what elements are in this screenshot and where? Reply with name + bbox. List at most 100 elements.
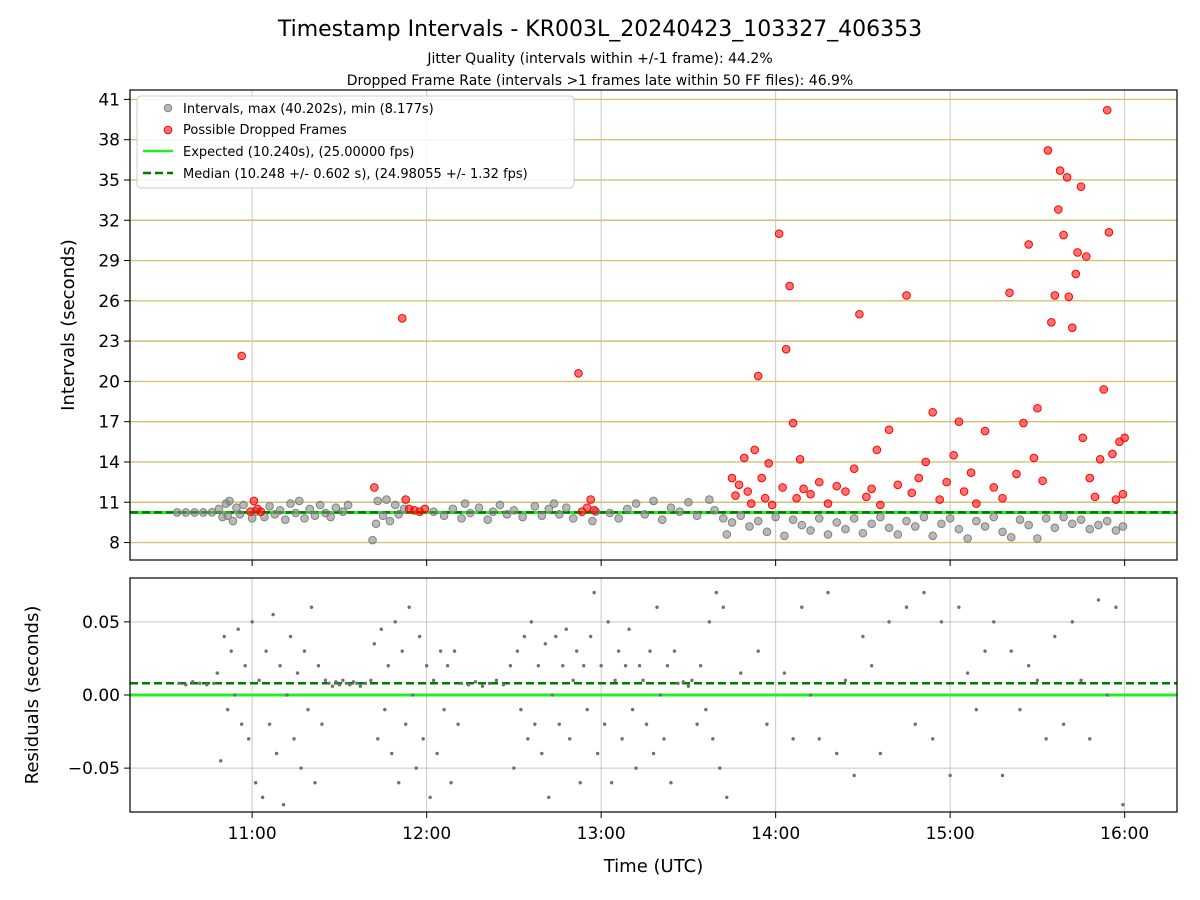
interval-point-89 xyxy=(814,514,824,523)
residual-point-93 xyxy=(547,795,551,800)
interval-point-35 xyxy=(373,496,383,506)
interval-point-98 xyxy=(893,530,903,539)
dropped-point-6 xyxy=(397,313,407,323)
residual-point-107 xyxy=(595,751,600,756)
residual-point-136 xyxy=(704,707,708,712)
residual-point-46 xyxy=(355,681,359,685)
residual-point-157 xyxy=(878,751,883,756)
dropped-point-20 xyxy=(739,453,749,463)
residual-point-175 xyxy=(1044,737,1048,741)
dropped-point-5 xyxy=(370,483,379,492)
dropped-point-90 xyxy=(1102,105,1112,115)
interval-point-74 xyxy=(692,511,702,520)
residual-point-26 xyxy=(285,693,289,697)
x-tick-label-1400: 14:00 xyxy=(751,824,800,844)
dropped-point-87 xyxy=(1090,492,1100,502)
dropped-point-34 xyxy=(792,493,801,503)
dropped-point-50 xyxy=(902,291,911,300)
dropped-point-1 xyxy=(246,507,255,516)
dropped-point-67 xyxy=(1019,418,1028,428)
residual-point-73 xyxy=(452,649,457,653)
interval-point-119 xyxy=(1076,515,1086,525)
interval-point-45 xyxy=(457,514,466,523)
dropped-point-61 xyxy=(972,499,981,508)
dropped-point-57 xyxy=(949,450,958,460)
legend-box xyxy=(136,95,575,189)
interval-point-122 xyxy=(1102,516,1112,526)
residual-point-20 xyxy=(264,649,268,653)
residual-point-179 xyxy=(1079,678,1083,683)
interval-point-70 xyxy=(657,515,667,525)
residual-point-146 xyxy=(782,671,787,675)
interval-point-76 xyxy=(710,506,719,515)
interval-point-101 xyxy=(919,512,929,522)
residual-point-92 xyxy=(543,642,548,646)
residual-point-125 xyxy=(658,693,663,697)
residuals-y-axis-label: Residuals (seconds) xyxy=(22,606,43,785)
interval-point-61 xyxy=(568,514,578,523)
dropped-point-16 xyxy=(589,506,599,515)
dropped-point-22 xyxy=(746,499,756,508)
residual-point-131 xyxy=(681,680,685,684)
dropped-point-27 xyxy=(764,459,773,468)
interval-point-43 xyxy=(439,511,449,520)
interval-point-19 xyxy=(275,506,285,515)
intervals-ticks: 8 11 14 17 20 23 26 29 32 35 38 41 xyxy=(98,90,1126,566)
dropped-point-44 xyxy=(862,492,871,502)
interval-point-34 xyxy=(371,519,381,529)
residual-point-51 xyxy=(376,737,380,741)
dropped-point-62 xyxy=(980,426,990,436)
x-tick-label-1600: 16:00 xyxy=(1100,824,1149,844)
interval-point-1 xyxy=(181,508,191,517)
residual-point-163 xyxy=(939,620,944,624)
interval-point-114 xyxy=(1033,534,1042,543)
interval-point-53 xyxy=(509,506,519,515)
residual-point-77 xyxy=(473,680,478,684)
residual-point-3 xyxy=(198,681,202,685)
dropped-point-51 xyxy=(907,488,917,498)
intervals-ytick-label-35: 35 xyxy=(98,171,120,191)
residual-point-25 xyxy=(281,802,286,807)
residual-point-164 xyxy=(948,773,952,778)
residual-markers xyxy=(177,590,1125,807)
dropped-point-59 xyxy=(959,487,969,496)
interval-point-2 xyxy=(190,508,199,517)
residual-point-59 xyxy=(404,722,408,726)
dropped-point-45 xyxy=(867,484,876,494)
interval-point-90 xyxy=(823,530,833,539)
residual-point-155 xyxy=(861,634,865,639)
residual-point-120 xyxy=(641,678,645,683)
interval-point-111 xyxy=(1006,532,1016,542)
interval-point-95 xyxy=(867,519,876,529)
residual-point-176 xyxy=(1053,634,1057,639)
interval-point-62 xyxy=(588,516,597,526)
interval-point-79 xyxy=(727,518,737,527)
interval-point-8 xyxy=(223,511,233,520)
interval-point-20 xyxy=(281,515,290,525)
intervals-ytick-label-11: 11 xyxy=(98,493,120,513)
legend-median-label: Median (10.248 +/- 0.602 s), (24.98055 +… xyxy=(183,167,528,182)
residual-point-161 xyxy=(922,590,926,595)
residual-point-132 xyxy=(686,684,691,688)
dropped-point-69 xyxy=(1029,453,1039,463)
dropped-point-19 xyxy=(734,480,744,490)
residual-point-54 xyxy=(386,664,390,668)
interval-point-73 xyxy=(684,497,693,507)
dropped-point-32 xyxy=(785,281,794,291)
residual-point-138 xyxy=(711,737,715,741)
interval-point-68 xyxy=(640,510,650,519)
residuals-ytick-label-1: 0.00 xyxy=(82,686,120,706)
interval-point-30 xyxy=(331,503,341,512)
interval-point-44 xyxy=(448,504,458,514)
residual-point-29 xyxy=(295,671,300,675)
dropped-point-4 xyxy=(256,507,266,516)
residual-point-38 xyxy=(327,681,331,685)
interval-point-58 xyxy=(549,499,559,508)
interval-point-46 xyxy=(460,499,470,508)
dropped-point-73 xyxy=(1047,318,1056,327)
residual-point-113 xyxy=(616,649,621,653)
interval-point-82 xyxy=(753,516,763,526)
dropped-point-26 xyxy=(760,493,770,503)
dropped-point-91 xyxy=(1104,228,1114,237)
dropped-point-23 xyxy=(750,445,760,455)
